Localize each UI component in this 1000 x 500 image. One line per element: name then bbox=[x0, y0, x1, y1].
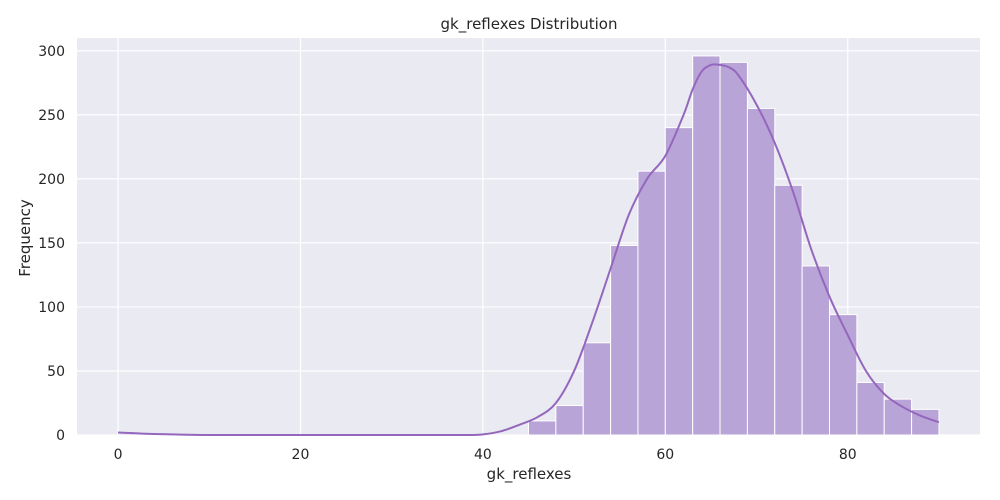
y-tick-label: 150 bbox=[38, 236, 65, 252]
y-tick-label: 200 bbox=[38, 172, 65, 188]
y-tick-label: 300 bbox=[38, 44, 65, 60]
histogram-bar bbox=[528, 420, 557, 436]
x-tick-label: 20 bbox=[292, 447, 310, 463]
histogram-bar bbox=[801, 265, 830, 436]
chart-title: gk_reflexes Distribution bbox=[441, 15, 618, 34]
x-tick-label: 0 bbox=[114, 447, 123, 463]
x-tick-label: 40 bbox=[474, 447, 492, 463]
x-tick-labels: 0 20 40 60 80 bbox=[114, 447, 857, 463]
y-tick-label: 250 bbox=[38, 108, 65, 124]
histogram-bar bbox=[856, 381, 885, 436]
histogram-bar bbox=[637, 170, 666, 436]
histogram-bar bbox=[829, 314, 858, 436]
histogram-bar bbox=[664, 127, 694, 436]
histogram-bars bbox=[117, 55, 940, 436]
histogram-bar bbox=[719, 61, 748, 436]
y-axis-label: Frequency bbox=[16, 199, 34, 277]
histogram-bar bbox=[610, 244, 639, 436]
histogram-bar bbox=[692, 55, 721, 436]
y-tick-label: 50 bbox=[47, 364, 65, 380]
y-tick-labels: 0 50 100 150 200 250 300 bbox=[38, 44, 65, 444]
histogram-bar bbox=[582, 342, 612, 436]
kde-curve bbox=[117, 63, 940, 437]
y-tick-label: 0 bbox=[56, 428, 65, 444]
x-tick-label: 60 bbox=[656, 447, 674, 463]
x-tick-label: 80 bbox=[839, 447, 857, 463]
y-tick-label: 100 bbox=[38, 300, 65, 316]
histogram-bar bbox=[555, 405, 584, 436]
histogram-bar bbox=[774, 184, 803, 436]
x-axis-label: gk_reflexes bbox=[487, 465, 572, 484]
histogram-bar bbox=[746, 107, 776, 436]
